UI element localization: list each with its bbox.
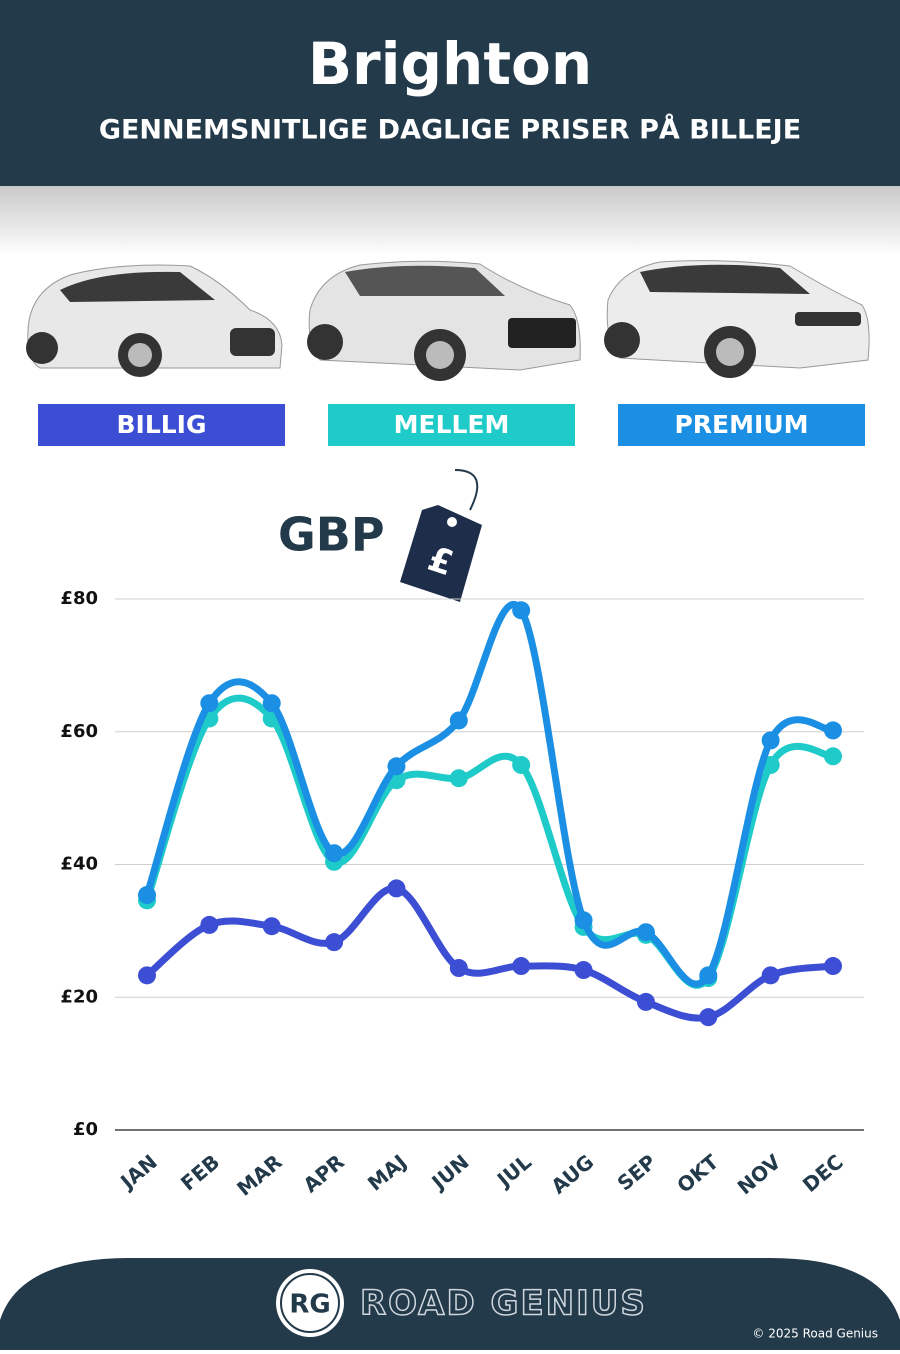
legend-swatch	[38, 404, 285, 446]
data-point	[449, 959, 468, 978]
logo-ring	[280, 1273, 340, 1333]
data-point	[325, 844, 344, 863]
brand: ROAD GENIUS	[360, 1284, 647, 1324]
currency-label: GBP	[278, 508, 385, 562]
data-point	[699, 966, 718, 985]
header-shadow	[0, 186, 900, 256]
y-tick-label: £40	[60, 854, 98, 875]
data-point	[449, 711, 468, 730]
data-point	[636, 992, 655, 1011]
data-point	[262, 694, 281, 713]
data-point	[699, 1008, 718, 1027]
data-point	[824, 747, 842, 766]
y-tick-label: £60	[60, 721, 98, 742]
data-point	[824, 957, 842, 976]
car-small	[26, 264, 283, 377]
legend-swatch	[328, 404, 575, 446]
car-premium	[604, 260, 870, 378]
data-point	[512, 957, 531, 976]
legend-label: MELLEM	[394, 410, 510, 439]
logo-badge	[276, 1269, 344, 1337]
data-point	[761, 966, 780, 985]
legend: BILLIG MELLEM PREMIUM	[38, 404, 865, 446]
data-point	[512, 755, 531, 774]
header	[0, 0, 900, 186]
footer	[0, 1258, 900, 1350]
data-point	[387, 757, 406, 776]
data-point	[512, 601, 531, 620]
title: Brighton	[308, 30, 592, 98]
data-point	[262, 917, 281, 936]
data-point	[325, 933, 344, 952]
data-point	[636, 923, 655, 942]
legend-label: PREMIUM	[674, 410, 808, 439]
car-mid	[307, 260, 581, 381]
y-tick-label: £20	[60, 986, 98, 1007]
legend-label: BILLIG	[116, 410, 206, 439]
data-point	[574, 911, 593, 930]
data-point	[761, 731, 780, 750]
data-point	[387, 879, 406, 898]
data-point	[200, 915, 219, 934]
data-point	[200, 694, 219, 713]
y-tick-label: £0	[73, 1119, 98, 1140]
copyright: © 2025 Road Genius	[752, 1327, 878, 1341]
price-tag-icon: £	[400, 469, 482, 602]
y-tick-label: £80	[60, 588, 98, 609]
data-point	[138, 886, 156, 905]
subtitle: GENNEMSNITLIGE DAGLIGE PRISER PÅ BILLEJE	[99, 114, 801, 146]
data-point	[824, 721, 842, 740]
data-point	[449, 769, 468, 788]
data-point	[138, 966, 156, 985]
data-point	[574, 961, 593, 980]
legend-swatch	[618, 404, 865, 446]
logo-text: RG	[289, 1290, 330, 1320]
